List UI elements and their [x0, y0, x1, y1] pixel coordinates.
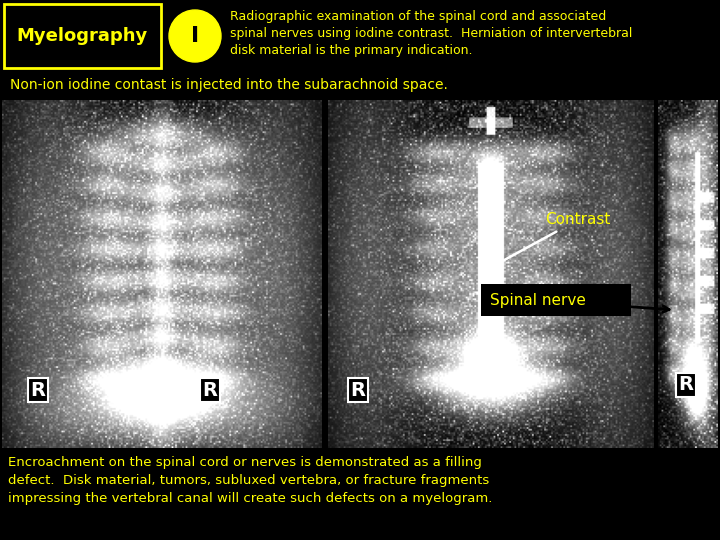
Text: R: R [351, 381, 366, 400]
Circle shape [169, 10, 221, 62]
Text: Myelography: Myelography [17, 27, 148, 45]
Text: Contrast: Contrast [491, 213, 611, 267]
Text: R: R [202, 381, 217, 400]
Text: Radiographic examination of the spinal cord and associated
spinal nerves using i: Radiographic examination of the spinal c… [230, 10, 632, 57]
FancyBboxPatch shape [481, 284, 631, 316]
Text: R: R [30, 381, 45, 400]
Text: Spinal nerve: Spinal nerve [490, 293, 669, 312]
Text: Non-ion iodine contast is injected into the subarachnoid space.: Non-ion iodine contast is injected into … [10, 78, 448, 92]
Text: I: I [191, 26, 199, 46]
Text: Encroachment on the spinal cord or nerves is demonstrated as a filling
defect.  : Encroachment on the spinal cord or nerve… [8, 456, 492, 505]
FancyBboxPatch shape [4, 4, 161, 68]
Text: R: R [678, 375, 693, 395]
